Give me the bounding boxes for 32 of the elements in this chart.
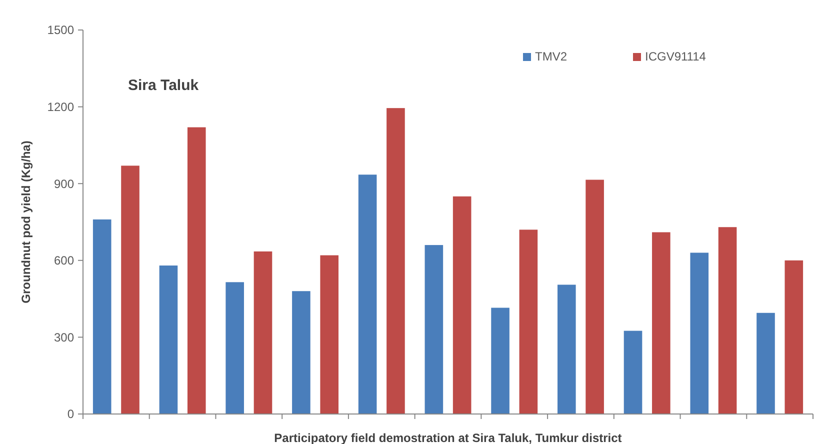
bar bbox=[292, 291, 310, 414]
bar bbox=[92, 219, 112, 414]
legend-label: ICGV91114 bbox=[645, 50, 706, 64]
bar bbox=[586, 180, 604, 414]
bar bbox=[358, 174, 377, 414]
bar bbox=[187, 127, 206, 414]
bar bbox=[254, 251, 272, 414]
bar bbox=[121, 166, 140, 414]
text: Sira Taluk bbox=[128, 77, 200, 94]
y-tick-label: 900 bbox=[54, 176, 74, 191]
bar bbox=[226, 282, 244, 414]
bar bbox=[624, 330, 642, 414]
y-tick-label: 300 bbox=[54, 330, 74, 344]
y-tick-label: 600 bbox=[54, 254, 74, 268]
bar bbox=[756, 312, 775, 414]
bar bbox=[558, 284, 576, 414]
bar bbox=[386, 108, 405, 414]
bar bbox=[491, 308, 510, 414]
bar bbox=[424, 245, 444, 414]
bar bbox=[452, 196, 472, 414]
bar bbox=[652, 232, 670, 414]
bar bbox=[690, 252, 709, 414]
bar bbox=[519, 230, 538, 414]
legend-label: TMV2 bbox=[535, 50, 568, 64]
bar bbox=[159, 266, 178, 414]
bar bbox=[784, 260, 804, 414]
bar bbox=[320, 255, 338, 414]
y-tick-label: 0 bbox=[67, 407, 74, 422]
y-axis-title: Groundnut pod yield (Kg/ha) bbox=[19, 140, 33, 304]
bar bbox=[718, 227, 737, 414]
y-tick-label: 1200 bbox=[47, 100, 74, 114]
y-tick-label: 1500 bbox=[47, 23, 74, 38]
